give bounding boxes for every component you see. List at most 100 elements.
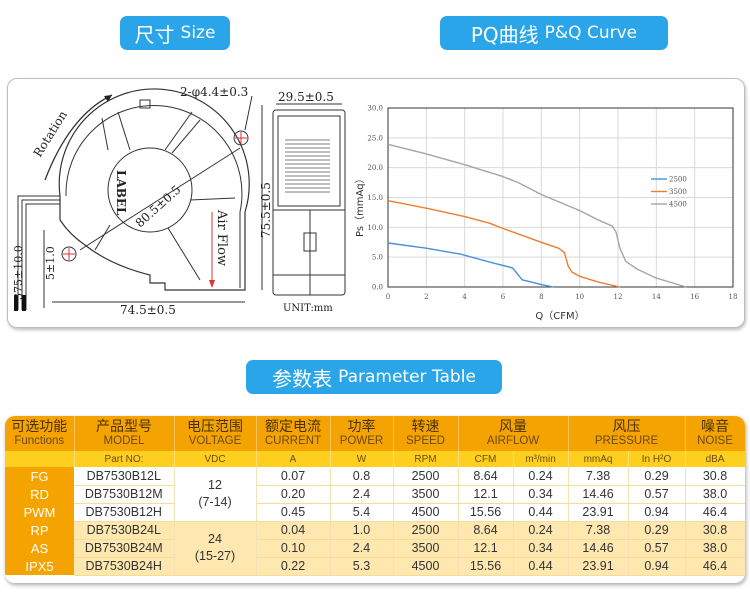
legend-label-4500: 4500 bbox=[669, 201, 687, 209]
y-axis-ticks: 0.0 5.0 10.0 15.0 20.0 25.0 30.0 bbox=[367, 105, 383, 292]
mmaq-cell: 7.38 bbox=[568, 521, 629, 540]
table-unit-row: Part NO: VDC A W RPM CFM m³/min mmAq In … bbox=[5, 451, 745, 467]
svg-text:15.0: 15.0 bbox=[367, 194, 383, 202]
model-cell: DB7530B24M bbox=[74, 539, 175, 558]
function-cell: RP bbox=[5, 521, 74, 539]
size-title-en: Size bbox=[180, 23, 216, 43]
unit-label: UNIT:mm bbox=[283, 303, 333, 314]
cfm-cell: 8.64 bbox=[458, 467, 514, 486]
inh2o-cell: 0.29 bbox=[628, 521, 686, 540]
inh2o-cell: 0.29 bbox=[628, 467, 686, 486]
model-cell: DB7530B24L bbox=[74, 521, 175, 540]
parameter-table-title: 参数表 Parameter Table bbox=[246, 360, 502, 394]
current-cell: 0.10 bbox=[256, 539, 331, 558]
current-cell: 0.04 bbox=[256, 521, 331, 540]
unit-mmaq: mmAq bbox=[568, 451, 629, 467]
mmaq-cell: 23.91 bbox=[568, 557, 629, 576]
svg-text:18: 18 bbox=[729, 293, 738, 301]
unit-functions bbox=[5, 451, 75, 467]
svg-text:8: 8 bbox=[539, 293, 543, 301]
svg-text:30.0: 30.0 bbox=[367, 105, 383, 113]
svg-text:10: 10 bbox=[575, 293, 584, 301]
speed-cell: 4500 bbox=[393, 557, 459, 576]
model-cell: DB7530B12M bbox=[74, 485, 175, 504]
svg-text:2: 2 bbox=[424, 293, 428, 301]
current-cell: 0.20 bbox=[256, 485, 331, 504]
svg-text:20.0: 20.0 bbox=[367, 164, 383, 172]
power-cell: 5.3 bbox=[330, 557, 394, 576]
unit-model: Part NO: bbox=[74, 451, 175, 467]
model-cell: DB7530B24H bbox=[74, 557, 175, 576]
current-cell: 0.07 bbox=[256, 467, 331, 486]
m3min-cell: 0.24 bbox=[513, 467, 569, 486]
series-line-2500 bbox=[387, 242, 554, 288]
strip-length-label: 5±1.0 bbox=[44, 246, 57, 280]
power-cell: 0.8 bbox=[330, 467, 394, 486]
noise-cell: 38.0 bbox=[685, 539, 745, 558]
cfm-cell: 15.56 bbox=[458, 557, 514, 576]
table-header-row: 可选功能 Functions 产品型号 MODEL 电压范围 VOLTAGE 额定电流… bbox=[5, 416, 745, 451]
legend-label-3500: 3500 bbox=[669, 188, 687, 196]
x-axis-ticks: 0 2 4 6 8 10 12 14 16 18 bbox=[386, 293, 738, 301]
power-cell: 1.0 bbox=[330, 521, 394, 540]
y-axis-label: Ps（mmAq） bbox=[354, 173, 366, 237]
m3min-cell: 0.44 bbox=[513, 503, 569, 522]
rotation-arrow-icon bbox=[44, 94, 113, 181]
function-cell: FG bbox=[5, 467, 74, 485]
function-cell: PWM bbox=[5, 503, 74, 521]
unit-inh2o: In H²O bbox=[628, 451, 686, 467]
unit-m3min: m³/min bbox=[513, 451, 569, 467]
table-row: AS DB7530B24M 0.10 2.4 3500 12.1 0.34 14.46 0.57… bbox=[5, 539, 745, 558]
cfm-cell: 8.64 bbox=[458, 521, 514, 540]
parameter-table: 可选功能 Functions 产品型号 MODEL 电压范围 VOLTAGE 额定电流… bbox=[5, 416, 745, 583]
airflow-arrow-icon bbox=[209, 280, 215, 288]
model-cell: DB7530B12L bbox=[74, 467, 175, 486]
header-voltage: 电压范围 VOLTAGE bbox=[174, 416, 257, 451]
function-cell: AS bbox=[5, 539, 74, 557]
unit-cfm: CFM bbox=[458, 451, 514, 467]
m3min-cell: 0.34 bbox=[513, 485, 569, 504]
param-title-cn: 参数表 bbox=[272, 366, 333, 391]
header-current: 额定电流 CURRENT bbox=[256, 416, 331, 451]
svg-text:10.0: 10.0 bbox=[367, 224, 383, 232]
speed-cell: 3500 bbox=[393, 485, 459, 504]
speed-cell: 4500 bbox=[393, 503, 459, 522]
airflow-label: Air Flow bbox=[214, 209, 229, 266]
svg-text:0: 0 bbox=[386, 293, 390, 301]
series-line-4500 bbox=[387, 143, 687, 288]
noise-cell: 30.8 bbox=[685, 467, 745, 486]
unit-voltage: VDC bbox=[174, 451, 257, 467]
table-row: FG DB7530B12L 12 (7-14) 0.07 0.8 2500 8.64 0.24 7… bbox=[5, 467, 745, 522]
inh2o-cell: 0.94 bbox=[628, 557, 686, 576]
svg-text:14: 14 bbox=[652, 293, 661, 301]
table-row: PWM DB7530B12H 0.45 5.4 4500 15.56 0.44 23.91 0.… bbox=[5, 503, 745, 522]
label-area-text: LABEL bbox=[114, 170, 128, 216]
model-cell: DB7530B12H bbox=[74, 503, 175, 522]
pq-title-en: P&Q Curve bbox=[544, 23, 638, 43]
drawing-and-chart-panel bbox=[7, 78, 745, 328]
size-title-cn: 尺寸 bbox=[134, 22, 175, 47]
inh2o-cell: 0.94 bbox=[628, 503, 686, 522]
m3min-cell: 0.34 bbox=[513, 539, 569, 558]
voltage-cell: 24 (15-27) bbox=[174, 521, 257, 576]
svg-text:6: 6 bbox=[501, 293, 506, 301]
cfm-cell: 12.1 bbox=[458, 485, 514, 504]
header-pressure: 风压 PRESSURE bbox=[568, 416, 686, 451]
mmaq-cell: 23.91 bbox=[568, 503, 629, 522]
inh2o-cell: 0.57 bbox=[628, 485, 686, 504]
noise-cell: 38.0 bbox=[685, 485, 745, 504]
header-functions: 可选功能 Functions bbox=[5, 416, 75, 451]
svg-text:12: 12 bbox=[614, 293, 623, 301]
speed-cell: 3500 bbox=[393, 539, 459, 558]
unit-speed: RPM bbox=[393, 451, 459, 467]
svg-text:16: 16 bbox=[690, 293, 699, 301]
chart-grid bbox=[387, 107, 734, 288]
series-line-3500 bbox=[387, 200, 621, 288]
function-cell: RD bbox=[5, 485, 74, 503]
param-title-en: Parameter Table bbox=[338, 367, 476, 387]
noise-cell: 46.4 bbox=[685, 503, 745, 522]
table-row: IPX5 DB7530B24H 0.22 5.3 4500 15.56 0.44 23.91 0… bbox=[5, 557, 745, 576]
table-row: RP DB7530B24L 24 (15-27) 0.04 1.0 2500 8.64 0.24… bbox=[5, 521, 745, 576]
pq-title-cn: PQ曲线 bbox=[470, 22, 539, 47]
header-noise: 噪音 NOISE bbox=[685, 416, 745, 451]
